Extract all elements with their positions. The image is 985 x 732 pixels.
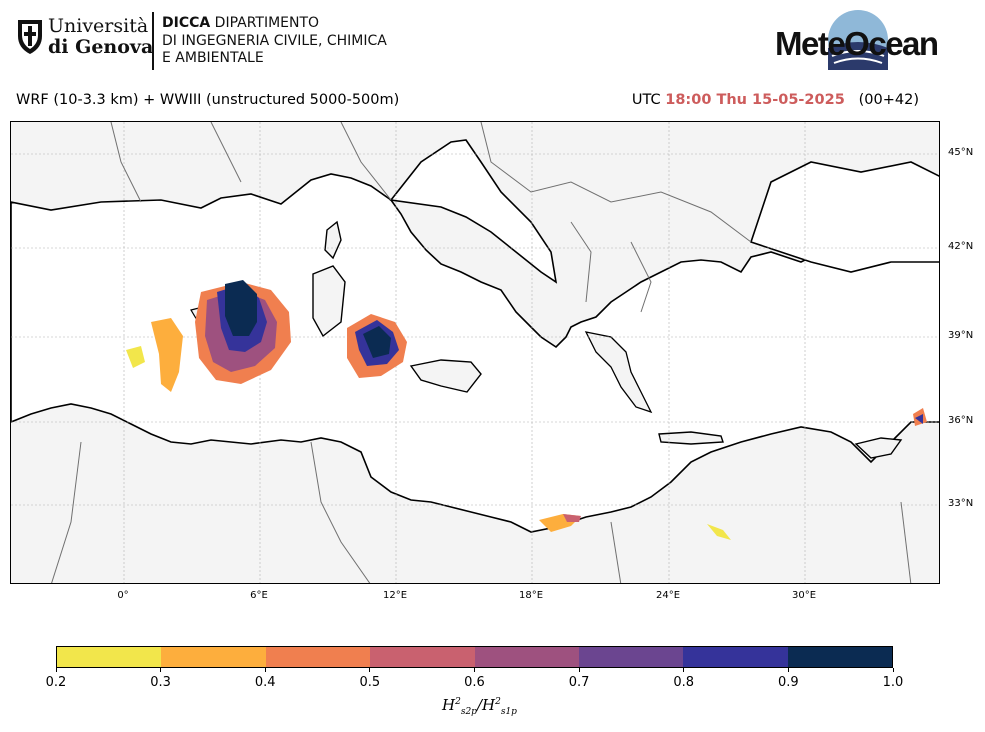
colorbar-segment	[578, 647, 684, 667]
model-title: WRF (10-3.3 km) + WWIII (unstructured 50…	[16, 92, 400, 108]
lon-label-24e: 24°E	[655, 590, 681, 601]
wave-ratio-field	[126, 280, 927, 540]
mediterranean-map	[11, 122, 939, 583]
lat-label-36: 36°N	[948, 415, 974, 426]
colorbar-tickmark	[369, 668, 371, 672]
greece-coast	[584, 331, 653, 414]
black-sea	[749, 161, 939, 273]
colorbar-segment	[474, 647, 579, 667]
colorbar-tickmark	[683, 668, 685, 672]
colorbar-segment	[57, 647, 162, 667]
colorbar-tick-label: 0.4	[254, 675, 276, 690]
colorbar-tick-label: 0.5	[359, 675, 381, 690]
colorbar-tickmark	[474, 668, 475, 672]
colorbar-tick-label: 0.8	[673, 675, 695, 690]
lon-label-0: 0°	[117, 590, 129, 601]
colorbar-segment	[787, 647, 892, 667]
lat-label-39: 39°N	[948, 330, 974, 341]
cb-label-sub2: s1p	[500, 707, 517, 717]
colorbar-tick-label: 0.2	[45, 675, 67, 690]
colorbar-tickmark	[892, 668, 894, 672]
adriatic-sea	[389, 139, 558, 284]
lon-label-30e: 30°E	[791, 590, 817, 601]
dept-line-3: E AMBIENTALE	[162, 50, 264, 66]
map-panel[interactable]	[10, 121, 940, 584]
forecast-time: UTC 18:00 Thu 15-05-2025 (00+42)	[632, 92, 919, 108]
colorbar-segment	[265, 647, 371, 667]
university-line-2: di Genova	[48, 36, 154, 58]
colorbar-tick-label: 0.9	[778, 675, 799, 690]
colorbar-tick-label: 0.3	[150, 675, 171, 690]
university-line-1: Università	[48, 15, 149, 37]
unige-crest-logo	[18, 20, 42, 54]
colorbar-segment	[683, 647, 788, 667]
colorbar-tick-label: 1.0	[882, 675, 904, 690]
cb-label-sup1: 2	[455, 697, 461, 707]
island-sardinia	[312, 265, 346, 338]
lat-label-42: 42°N	[948, 241, 974, 252]
meteocean-wave-logo	[828, 10, 888, 70]
dept-line-2: DI INGEGNERIA CIVILE, CHIMICA	[162, 32, 387, 49]
colorbar-tick-label: 0.6	[464, 675, 485, 690]
colorbar-tick-label: 0.7	[568, 675, 590, 690]
dept-line-1: DIPARTIMENTO	[210, 15, 320, 31]
university-name: Università di Genova	[48, 16, 153, 58]
cb-label-h1: H	[442, 696, 456, 714]
island-corsica	[324, 220, 342, 260]
lat-label-45: 45°N	[948, 147, 974, 158]
island-crete	[658, 431, 724, 445]
lon-label-12e: 12°E	[382, 590, 408, 601]
colorbar-tickmark	[787, 668, 789, 672]
colorbar-tickmark	[55, 668, 57, 672]
island-cyprus	[854, 437, 903, 459]
cb-label-h2: H	[482, 696, 496, 714]
lat-label-33: 33°N	[948, 498, 974, 509]
utc-prefix: UTC	[631, 92, 661, 108]
cb-label-sup2: 2	[495, 697, 501, 707]
colorbar-tickmark	[578, 668, 580, 672]
colorbar-segment	[161, 647, 266, 667]
forecast-datetime: 18:00 Thu 15-05-2025	[665, 92, 845, 108]
colorbar	[56, 646, 893, 668]
department-name: DICCA DIPARTIMENTO DI INGEGNERIA CIVILE,…	[162, 15, 387, 68]
colorbar-tickmark	[160, 668, 162, 672]
country-borders	[51, 122, 912, 583]
map-gridlines	[11, 122, 939, 583]
colorbar-tickmark	[264, 668, 266, 672]
lon-label-6e: 6°E	[250, 590, 268, 601]
island-sicily	[409, 359, 482, 393]
forecast-lead: (00+42)	[858, 92, 919, 108]
colorbar-label: H2s2p/H2s1p	[442, 696, 517, 717]
cb-label-sub1: s2p	[460, 707, 477, 717]
lon-label-18e: 18°E	[518, 590, 544, 601]
dept-acronym: DICCA	[162, 15, 211, 31]
brand-name: MeteOcean	[775, 25, 939, 62]
colorbar-segment	[370, 647, 475, 667]
logo-separator	[152, 12, 154, 70]
